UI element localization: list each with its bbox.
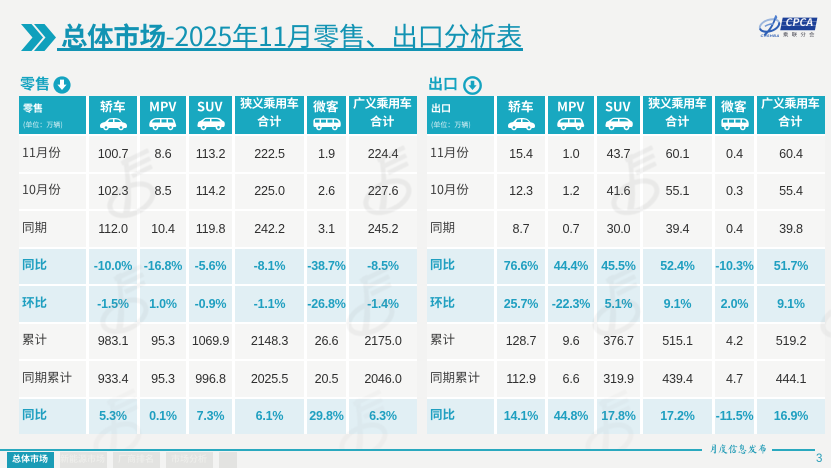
svg-text:CHSHBA: CHSHBA	[761, 33, 780, 38]
